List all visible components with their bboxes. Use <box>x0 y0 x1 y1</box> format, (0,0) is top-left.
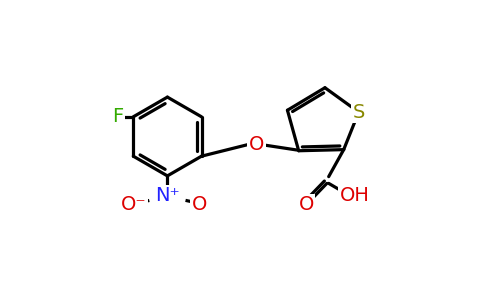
Text: S: S <box>352 103 365 122</box>
Text: O: O <box>192 194 207 214</box>
Text: O⁻: O⁻ <box>121 194 147 214</box>
Text: OH: OH <box>340 186 370 205</box>
Text: O: O <box>299 195 314 214</box>
Text: O: O <box>249 135 264 154</box>
Text: N⁺: N⁺ <box>155 186 180 205</box>
Text: F: F <box>112 107 123 126</box>
